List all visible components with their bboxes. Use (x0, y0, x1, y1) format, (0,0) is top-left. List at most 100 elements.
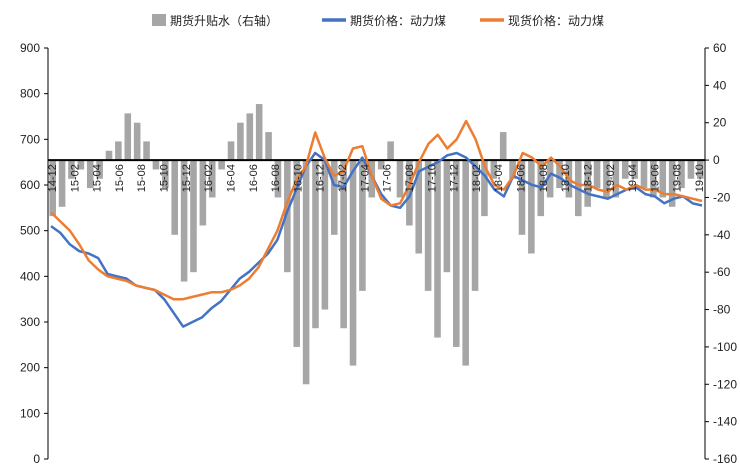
x-tick-label: 17-04 (359, 164, 371, 192)
x-tick-label: 15-08 (136, 164, 148, 192)
basis-bar (86, 160, 94, 189)
basis-bar (246, 113, 254, 161)
basis-bar (640, 160, 648, 189)
x-tick-label: 15-10 (159, 164, 171, 192)
basis-bar (434, 160, 441, 338)
basis-bar (546, 160, 554, 198)
basis-bar (340, 160, 347, 329)
basis-bar (499, 132, 507, 161)
basis-bar (152, 160, 160, 170)
basis-bar (77, 160, 85, 170)
basis-bar (528, 160, 535, 254)
left-tick-label: 0 (33, 452, 40, 466)
left-tick-label: 500 (20, 224, 40, 238)
basis-bar (621, 160, 629, 179)
x-tick-label: 19-04 (627, 164, 639, 192)
basis-bar (96, 160, 103, 179)
basis-bar (312, 160, 319, 329)
basis-bar (415, 160, 423, 254)
left-tick-label: 100 (20, 406, 40, 420)
basis-bar (190, 160, 197, 273)
basis-bar (293, 160, 301, 347)
left-tick-label: 900 (20, 41, 40, 55)
basis-bar (556, 160, 563, 189)
x-tick-label: 17-08 (404, 164, 416, 192)
basis-bar (518, 160, 526, 235)
basis-bar (396, 160, 404, 198)
basis-bar (650, 160, 657, 198)
right-tick-label: 0 (713, 153, 720, 167)
x-tick-label: 16-08 (270, 164, 282, 192)
basis-bar (593, 160, 601, 189)
basis-bar (265, 132, 272, 161)
basis-bar (349, 160, 357, 366)
basis-bar (171, 160, 178, 235)
x-tick-label: 17-06 (382, 164, 394, 192)
x-tick-label: 15-06 (114, 164, 126, 192)
price-lines (50, 119, 703, 328)
basis-bar (274, 160, 282, 198)
basis-bar (359, 160, 366, 291)
right-tick-label: -20 (713, 190, 731, 204)
x-tick-label: 17-12 (449, 164, 461, 192)
right-tick-label: 20 (713, 116, 727, 130)
basis-bar (481, 160, 488, 217)
x-tick-label: 16-06 (248, 164, 260, 192)
x-tick-label: 19-06 (649, 164, 661, 192)
basis-bar (227, 141, 235, 161)
basis-bar (143, 141, 150, 161)
basis-bar (377, 160, 385, 170)
left-tick-label: 200 (20, 361, 40, 375)
basis-bar (612, 160, 620, 198)
basis-bar (68, 160, 75, 179)
basis-bars (49, 104, 704, 385)
x-tick-label: 17-02 (337, 164, 349, 192)
basis-bar (58, 160, 66, 207)
left-tick-label: 700 (20, 132, 40, 146)
basis-bar (678, 160, 685, 189)
basis-bar (387, 141, 394, 161)
basis-bar (462, 160, 469, 366)
legend-label-2: 现货价格：动力煤 (508, 13, 604, 28)
basis-bar (509, 160, 516, 179)
x-tick-label: 15-12 (181, 164, 193, 192)
right-tick-label: -160 (713, 452, 737, 466)
basis-bar (631, 160, 638, 179)
x-tick-label: 16-12 (315, 164, 327, 192)
series-line-1 (50, 119, 703, 301)
x-tick-label: 19-10 (694, 164, 706, 192)
basis-bar (659, 160, 667, 198)
legend: 期货升贴水（右轴） 期货价格：动力煤 现货价格：动力煤 (152, 13, 604, 28)
x-tick-label: 18-10 (560, 164, 572, 192)
axes: 0100200300400500600700800900-160-140-120… (20, 41, 737, 466)
basis-bar (255, 104, 263, 161)
legend-label-0: 期货升贴水（右轴） (170, 13, 278, 28)
basis-bar (237, 122, 244, 161)
legend-swatch-0 (152, 14, 166, 26)
x-tick-label: 16-02 (203, 164, 215, 192)
x-tick-label: 16-10 (292, 164, 304, 192)
x-tick-label: 17-10 (426, 164, 438, 192)
basis-bar (49, 160, 56, 217)
basis-bar (105, 150, 113, 161)
basis-bar (208, 160, 216, 198)
basis-bar (452, 160, 460, 347)
right-tick-label: -140 (713, 415, 737, 429)
x-tick-label: 19-02 (605, 164, 617, 192)
basis-bar (133, 122, 141, 161)
legend-label-1: 期货价格：动力煤 (350, 13, 446, 28)
basis-bar (218, 160, 225, 170)
right-tick-label: -60 (713, 265, 731, 279)
x-tick-label: 15-02 (69, 164, 81, 192)
x-tick-label: 18-08 (538, 164, 550, 192)
x-tick-label: 14-12 (47, 164, 59, 192)
basis-bar (687, 160, 695, 179)
basis-bar (330, 160, 338, 235)
left-tick-label: 300 (20, 315, 40, 329)
x-tick-label: 18-06 (516, 164, 528, 192)
basis-bar (302, 160, 310, 385)
basis-bar (424, 160, 432, 291)
basis-bar (697, 160, 704, 179)
basis-bar (603, 160, 610, 198)
